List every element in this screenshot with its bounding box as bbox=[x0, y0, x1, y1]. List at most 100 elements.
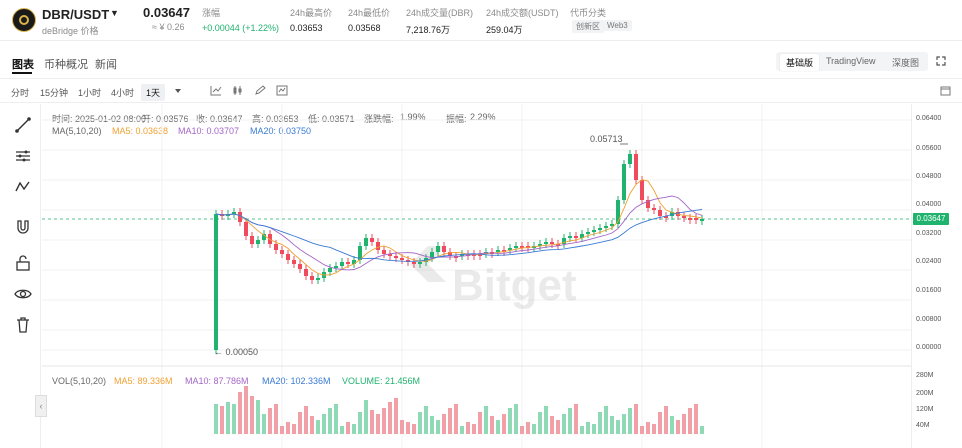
candle-body bbox=[238, 212, 242, 222]
volume-bar bbox=[250, 396, 254, 434]
eye-icon[interactable] bbox=[14, 285, 32, 303]
volume-bar bbox=[700, 426, 704, 434]
candle-body bbox=[694, 218, 698, 220]
divider bbox=[0, 78, 962, 79]
volume-bar bbox=[430, 416, 434, 434]
price-tick: 0.00000 bbox=[916, 344, 942, 351]
volume-bar bbox=[538, 412, 542, 434]
volume-bar bbox=[214, 404, 218, 434]
turnover-label: 24h成交额(USDT) bbox=[486, 8, 559, 18]
change-label: 涨幅 bbox=[202, 8, 221, 18]
ma5-line bbox=[215, 179, 703, 276]
volume-bar bbox=[508, 408, 512, 434]
category-tag[interactable]: Web3 bbox=[603, 20, 632, 31]
volume-bar bbox=[688, 408, 692, 434]
timeframe-15m[interactable]: 15分钟 bbox=[40, 88, 69, 98]
magnet-icon[interactable] bbox=[14, 218, 32, 236]
volume-bar bbox=[232, 404, 236, 434]
volume-bar bbox=[406, 422, 410, 434]
volume-bar bbox=[304, 406, 308, 434]
wave-pattern-icon[interactable] bbox=[14, 178, 32, 196]
volume-bar bbox=[292, 424, 296, 434]
high-value: 0.03653 bbox=[290, 23, 323, 33]
candle-amp-label: 振幅: bbox=[446, 114, 467, 124]
volume-bar bbox=[490, 416, 494, 434]
candle-type-icon[interactable] bbox=[232, 85, 244, 96]
candle-body bbox=[442, 246, 446, 252]
tab-news[interactable]: 新闻 bbox=[95, 59, 117, 71]
view-tradingview-button[interactable]: TradingView bbox=[826, 56, 876, 66]
volume-bar bbox=[424, 406, 428, 434]
timeframe-line[interactable]: 分时 bbox=[11, 88, 30, 98]
volume-bar bbox=[664, 406, 668, 434]
low-value: 0.03568 bbox=[348, 23, 381, 33]
candle-change-value: 1.99% bbox=[400, 112, 426, 122]
volume-bar bbox=[442, 414, 446, 434]
active-tab-indicator bbox=[12, 72, 32, 74]
candle-body bbox=[586, 232, 590, 234]
candle-body bbox=[304, 269, 308, 276]
volume-bar bbox=[448, 408, 452, 434]
candle-body bbox=[412, 262, 416, 264]
candlestick-chart[interactable]: Bitget 0.05713 ← 0.00050 bbox=[42, 104, 912, 448]
candle-body bbox=[634, 154, 638, 180]
volume-tick: 120M bbox=[916, 406, 934, 413]
candle-body bbox=[556, 244, 560, 246]
view-depth-button[interactable]: 深度图 bbox=[892, 58, 920, 68]
tab-chart[interactable]: 图表 bbox=[12, 59, 34, 71]
volume-bar bbox=[436, 420, 440, 434]
timeframe-4h[interactable]: 4小时 bbox=[111, 88, 135, 98]
pencil-icon[interactable] bbox=[254, 85, 266, 96]
volume-bar bbox=[652, 424, 656, 434]
chevron-down-icon[interactable]: ▼ bbox=[110, 8, 119, 18]
ma20-line bbox=[215, 209, 703, 262]
category-tag[interactable]: 创新区 bbox=[572, 20, 604, 33]
indicator-icon[interactable] bbox=[210, 85, 222, 96]
volume-bar bbox=[502, 414, 506, 434]
chevron-down-icon[interactable] bbox=[174, 87, 182, 95]
ma10-value: MA10: 0.03707 bbox=[178, 126, 240, 136]
collapse-toolbar-button[interactable]: ‹ bbox=[35, 395, 47, 417]
volume-bar bbox=[514, 404, 518, 434]
timeframe-1h[interactable]: 1小时 bbox=[78, 88, 102, 98]
candle-body bbox=[280, 250, 284, 254]
view-basic-button[interactable]: 基础版 bbox=[780, 54, 820, 71]
calendar-icon[interactable] bbox=[940, 85, 951, 96]
price-tick: 0.05600 bbox=[916, 145, 942, 152]
volume-bar bbox=[574, 404, 578, 434]
candle-body bbox=[298, 264, 302, 269]
trend-line-icon[interactable] bbox=[14, 116, 32, 134]
compare-icon[interactable] bbox=[276, 85, 288, 96]
volume-bar bbox=[622, 414, 626, 434]
volume-bar bbox=[382, 408, 386, 434]
volume-bar bbox=[274, 404, 278, 434]
volume-bar bbox=[526, 422, 530, 434]
tab-overview[interactable]: 币种概况 bbox=[44, 59, 88, 71]
candle-body bbox=[448, 252, 452, 256]
candle-body bbox=[592, 230, 596, 232]
volume-bar bbox=[520, 426, 524, 434]
timeframe-1d[interactable]: 1天 bbox=[141, 84, 166, 101]
volume-bar bbox=[376, 414, 380, 434]
volume-bar bbox=[358, 412, 362, 434]
axis-line bbox=[911, 104, 912, 448]
price-tick: 0.01600 bbox=[916, 287, 942, 294]
candle-body bbox=[430, 252, 434, 258]
volume-bar bbox=[226, 402, 230, 434]
candle-body bbox=[478, 254, 482, 256]
trash-icon[interactable] bbox=[14, 316, 32, 334]
category-label: 代币分类 bbox=[570, 8, 607, 18]
turnover-value: 259.04万 bbox=[486, 25, 523, 35]
vol-ma10: MA10: 87.786M bbox=[185, 376, 249, 386]
volume-bar bbox=[496, 420, 500, 434]
fullscreen-icon[interactable] bbox=[936, 56, 946, 66]
lock-icon[interactable] bbox=[14, 254, 32, 272]
volume-bar bbox=[580, 426, 584, 434]
candle-body bbox=[652, 208, 656, 210]
volume-bar bbox=[394, 398, 398, 434]
horizontal-lines-icon[interactable] bbox=[14, 147, 32, 165]
price-tick: 0.03200 bbox=[916, 230, 942, 237]
candle-body bbox=[568, 236, 572, 238]
pair-name[interactable]: DBR/USDT bbox=[42, 7, 110, 22]
price-tick: 0.06400 bbox=[916, 115, 942, 122]
